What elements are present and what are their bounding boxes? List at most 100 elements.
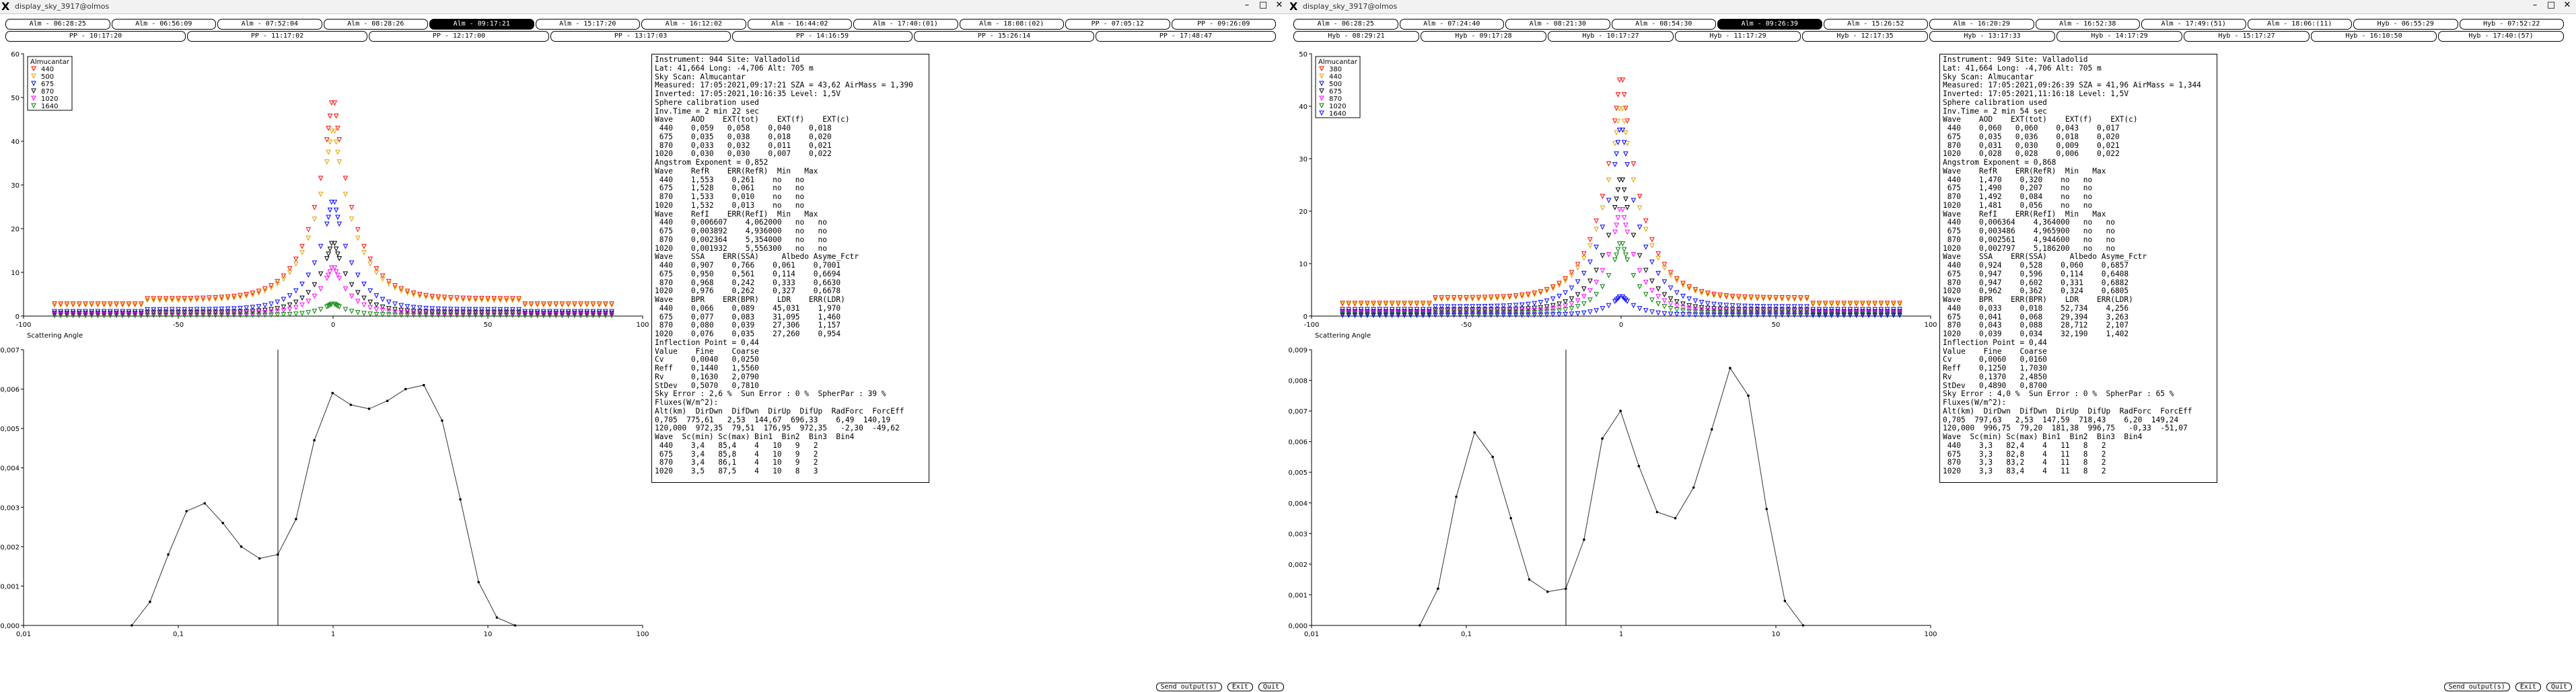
tab-scan[interactable]: Alm - 08:21:30	[1505, 19, 1610, 30]
data-point	[373, 266, 380, 272]
y-tick-label: 0,003	[0, 504, 20, 512]
panel-line: Wave RefR ERR(RefR) Min Max	[1943, 166, 2106, 176]
data-point	[1859, 311, 1865, 317]
data-point	[1841, 311, 1847, 317]
data-point	[1402, 313, 1407, 319]
maximize-icon[interactable]: □	[1258, 0, 1268, 10]
bottom-button[interactable]: Quit	[1258, 683, 1284, 691]
close-icon[interactable]: ✕	[1275, 0, 1283, 10]
minimize-icon[interactable]: –	[2532, 0, 2538, 10]
tab-scan[interactable]: Hyb - 13:17:33	[1929, 31, 2055, 42]
tab-scan[interactable]: Alm - 18:08:(02)	[959, 19, 1064, 30]
tab-scan[interactable]: PP - 13:17:03	[550, 31, 731, 42]
series-675	[52, 200, 614, 315]
data-point	[256, 291, 262, 296]
tab-scan[interactable]: Alm - 08:54:30	[1611, 19, 1716, 30]
bottom-button[interactable]: Exit	[2515, 683, 2541, 691]
tab-scan[interactable]: Hyb - 14:17:29	[2056, 31, 2182, 42]
tab-scan[interactable]: Alm - 07:24:40	[1399, 19, 1504, 30]
data-point	[1420, 313, 1426, 319]
tab-scan[interactable]: Alm - 06:28:25	[1293, 19, 1398, 30]
data-point	[328, 265, 334, 271]
data-point	[326, 252, 331, 257]
data-point	[423, 383, 425, 387]
data-point	[1680, 293, 1686, 299]
data-point	[1364, 301, 1370, 307]
data-point	[373, 270, 380, 276]
data-point	[1754, 307, 1760, 313]
data-point	[1352, 301, 1358, 307]
data-point	[1426, 301, 1432, 306]
data-point	[1358, 310, 1364, 316]
data-point	[343, 286, 349, 292]
tab-scan[interactable]: PP - 09:26:09	[1171, 19, 1276, 30]
data-point	[1621, 118, 1627, 124]
tab-scan[interactable]: PP - 14:16:59	[732, 31, 913, 42]
bottom-button[interactable]: Send output(s)	[1155, 683, 1222, 691]
tab-scan[interactable]: Alm - 17:49:(51)	[2141, 19, 2246, 30]
bottom-button[interactable]: Send output(s)	[2443, 683, 2510, 691]
data-point	[306, 235, 312, 241]
data-point	[1878, 301, 1884, 307]
y-tick-label: 10	[1299, 261, 1308, 268]
legend-marker	[1319, 66, 1324, 72]
tab-scan[interactable]: Hyb - 17:40:(57)	[2438, 31, 2564, 42]
data-point	[1748, 312, 1754, 318]
close-icon[interactable]: ✕	[2563, 0, 2571, 10]
bottom-button[interactable]: Exit	[1227, 683, 1253, 691]
minimize-icon[interactable]: –	[1244, 0, 1250, 10]
data-point	[328, 128, 334, 134]
tab-scan[interactable]: Alm - 16:52:38	[2035, 19, 2140, 30]
tab-scan[interactable]: PP - 07:05:12	[1065, 19, 1170, 30]
tab-scan[interactable]: Hyb - 11:17:29	[1675, 31, 1801, 42]
titlebar[interactable]: X display_sky_3917@olmos – □ ✕	[0, 0, 1288, 14]
data-point	[435, 313, 441, 318]
data-point	[1600, 205, 1606, 211]
tab-scan[interactable]: Hyb - 07:52:22	[2459, 19, 2564, 30]
tab-scan[interactable]: Hyb - 09:17:28	[1421, 31, 1546, 42]
tab-scan[interactable]: Hyb - 08:29:21	[1293, 31, 1419, 42]
tab-scan[interactable]: Alm - 16:12:02	[641, 19, 746, 30]
tab-scan[interactable]: PP - 12:17:00	[369, 31, 549, 42]
data-point	[590, 311, 596, 317]
tab-scan[interactable]: Hyb - 10:17:27	[1548, 31, 1674, 42]
data-point	[1620, 241, 1626, 247]
tab-scan[interactable]: Hyb - 12:17:35	[1802, 31, 1928, 42]
tab-scan[interactable]: Alm - 16:44:02	[747, 19, 852, 30]
tab-scan[interactable]: Alm - 15:17:20	[535, 19, 640, 30]
data-point	[132, 311, 138, 317]
tab-scan[interactable]: PP - 17:48:47	[1096, 31, 1276, 42]
data-point	[1526, 310, 1531, 315]
tab-scan[interactable]: Alm - 15:26:52	[1823, 19, 1928, 30]
data-point	[52, 311, 57, 317]
data-point	[1569, 306, 1575, 311]
tab-scan[interactable]: PP - 15:26:14	[914, 31, 1094, 42]
tab-scan[interactable]: PP - 11:17:02	[187, 31, 367, 42]
data-point	[1439, 309, 1445, 315]
titlebar[interactable]: X display_sky_3917@olmos – □ ✕	[1288, 0, 2576, 14]
x-tick-label: -100	[1304, 321, 1320, 329]
tab-scan[interactable]: Hyb - 15:17:27	[2184, 31, 2310, 42]
tab-scan[interactable]: Hyb - 16:10:50	[2311, 31, 2437, 42]
tab-scan[interactable]: Alm - 16:20:29	[1929, 19, 2034, 30]
data-point	[466, 297, 472, 303]
tab-scan[interactable]: Alm - 08:28:26	[323, 19, 428, 30]
tab-scan[interactable]: PP - 10:17:20	[5, 31, 186, 42]
maximize-icon[interactable]: □	[2546, 0, 2556, 10]
data-point	[1457, 297, 1463, 302]
panel-line: Instrument: 949 Site: Valladolid	[1943, 55, 2088, 64]
tab-scan[interactable]: Alm - 18:06:(11)	[2247, 19, 2352, 30]
tab-scan[interactable]: Alm - 09:26:39	[1717, 19, 1822, 30]
tab-scan[interactable]: Hyb - 06:55:29	[2353, 19, 2458, 30]
data-point	[534, 313, 540, 319]
tab-scan[interactable]: Alm - 17:40:(01)	[853, 19, 958, 30]
tab-scan[interactable]: Alm - 07:52:04	[217, 19, 322, 30]
tab-scan[interactable]: Alm - 06:28:25	[5, 19, 110, 30]
data-point	[269, 301, 274, 307]
tab-scan[interactable]: Alm - 06:56:09	[111, 19, 216, 30]
bottom-button[interactable]: Quit	[2546, 683, 2572, 691]
tab-scan[interactable]: Alm - 09:17:21	[429, 19, 534, 30]
data-point	[528, 311, 534, 317]
data-point	[157, 313, 163, 318]
x-tick-label: 0,01	[16, 631, 31, 638]
